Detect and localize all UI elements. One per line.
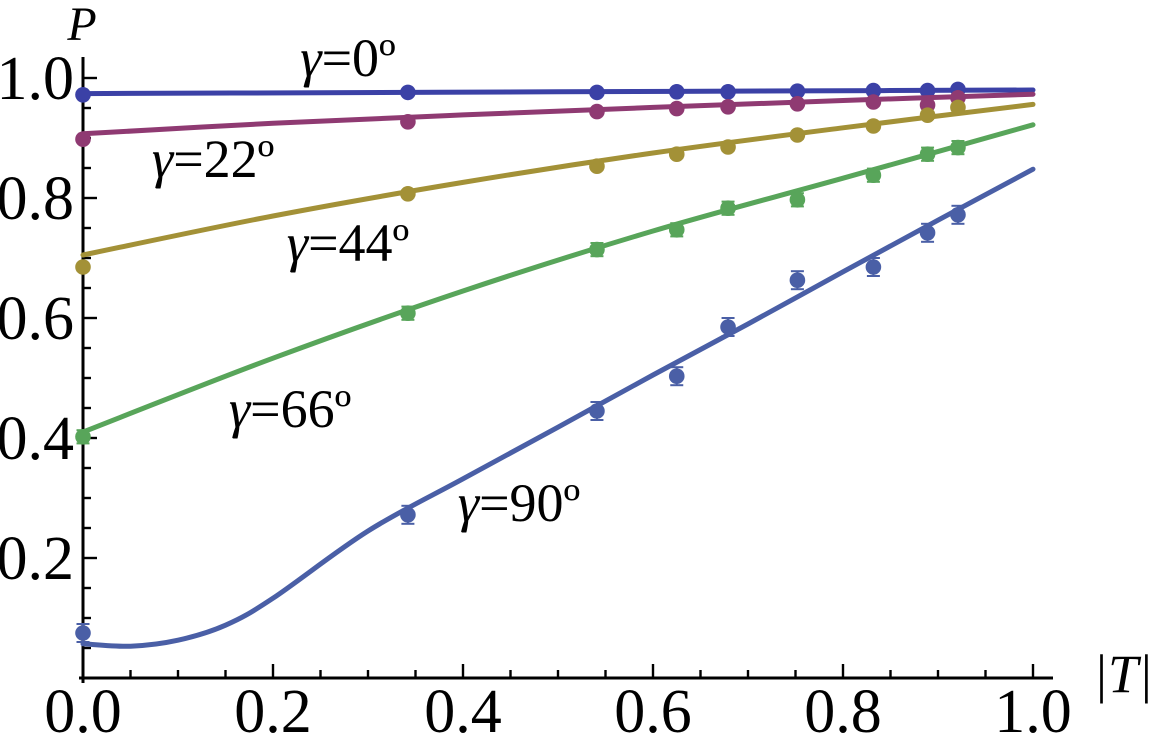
data-point-gamma-66 [668,222,685,238]
data-point-gamma-0 [75,87,91,103]
x-tick-label: 1.0 [994,678,1072,746]
data-point-gamma-66 [865,167,882,183]
data-point-gamma-0 [919,82,936,99]
data-point-gamma-0 [400,84,416,101]
data-point-gamma-66 [950,139,966,156]
data-point-gamma-22 [865,94,882,110]
x-tick-label: 0.2 [234,678,312,746]
data-point-gamma-0 [720,84,736,100]
data-point-gamma-22 [720,99,736,115]
axes-layer: 0.0 0.2 0.4 0.6 0.8 1.0 0.2 0.4 0.6 0.8 1.0 [0,45,1072,746]
data-point-gamma-22 [668,100,685,117]
series-gamma-0 [75,81,1036,103]
data-point-gamma-44 [865,118,882,134]
data-point-gamma-0 [668,84,685,100]
x-tick-label: 0.8 [804,678,882,746]
data-point-gamma-90 [400,507,416,523]
data-point-gamma-66 [589,241,605,258]
data-point-gamma-22 [75,131,91,147]
data-point-gamma-66 [400,305,416,322]
data-point-gamma-44 [950,99,966,116]
curve-label-gamma-0: γ=0º [300,28,395,88]
data-point-gamma-66 [75,429,91,445]
data-point-gamma-44 [919,107,936,123]
fit-curve-gamma-90 [80,166,1036,649]
data-point-gamma-44 [589,158,605,174]
y-tick-label: 0.4 [0,405,74,473]
curve-label-gamma-90: γ=90º [458,473,580,533]
x-tick-label: 0.0 [44,678,122,746]
data-point-gamma-90 [75,625,91,641]
series-layer [75,81,1036,649]
series-gamma-66 [75,122,1036,445]
curve-label-gamma-44: γ=44º [287,213,409,273]
data-point-gamma-90 [668,368,685,385]
data-point-gamma-0 [865,82,882,99]
curve-label-gamma-22: γ=22º [152,129,274,189]
fit-curve-gamma-0 [80,87,1036,97]
x-axis-title: |T| [1093,644,1151,704]
data-point-gamma-44 [668,146,685,162]
data-point-gamma-22 [789,96,806,112]
y-tick-label: 0.8 [0,165,74,233]
data-point-gamma-44 [720,139,736,155]
y-axis-title: P [66,0,96,51]
data-point-gamma-90 [865,259,882,275]
data-point-gamma-44 [75,259,91,275]
data-point-gamma-0 [589,84,605,101]
y-tick-label: 0.2 [0,525,74,593]
x-tick-label: 0.4 [424,678,502,746]
data-point-gamma-66 [720,200,736,216]
data-point-gamma-90 [720,319,736,335]
data-point-gamma-90 [789,272,806,289]
x-tick-label: 0.6 [614,678,692,746]
data-point-gamma-90 [950,207,966,223]
data-point-gamma-90 [589,403,605,419]
data-point-gamma-66 [919,146,936,162]
data-point-gamma-22 [589,103,605,120]
y-tick-label: 0.6 [0,285,74,353]
curve-label-gamma-66: γ=66º [229,379,351,439]
data-point-gamma-44 [789,127,806,143]
series-gamma-44 [75,99,1036,275]
data-point-gamma-0 [789,83,806,99]
data-point-gamma-22 [400,114,416,130]
data-point-gamma-44 [400,186,416,202]
series-gamma-90 [75,166,1036,649]
data-point-gamma-90 [919,225,936,241]
y-tick-label: 1.0 [0,45,74,113]
data-point-gamma-66 [789,192,806,208]
